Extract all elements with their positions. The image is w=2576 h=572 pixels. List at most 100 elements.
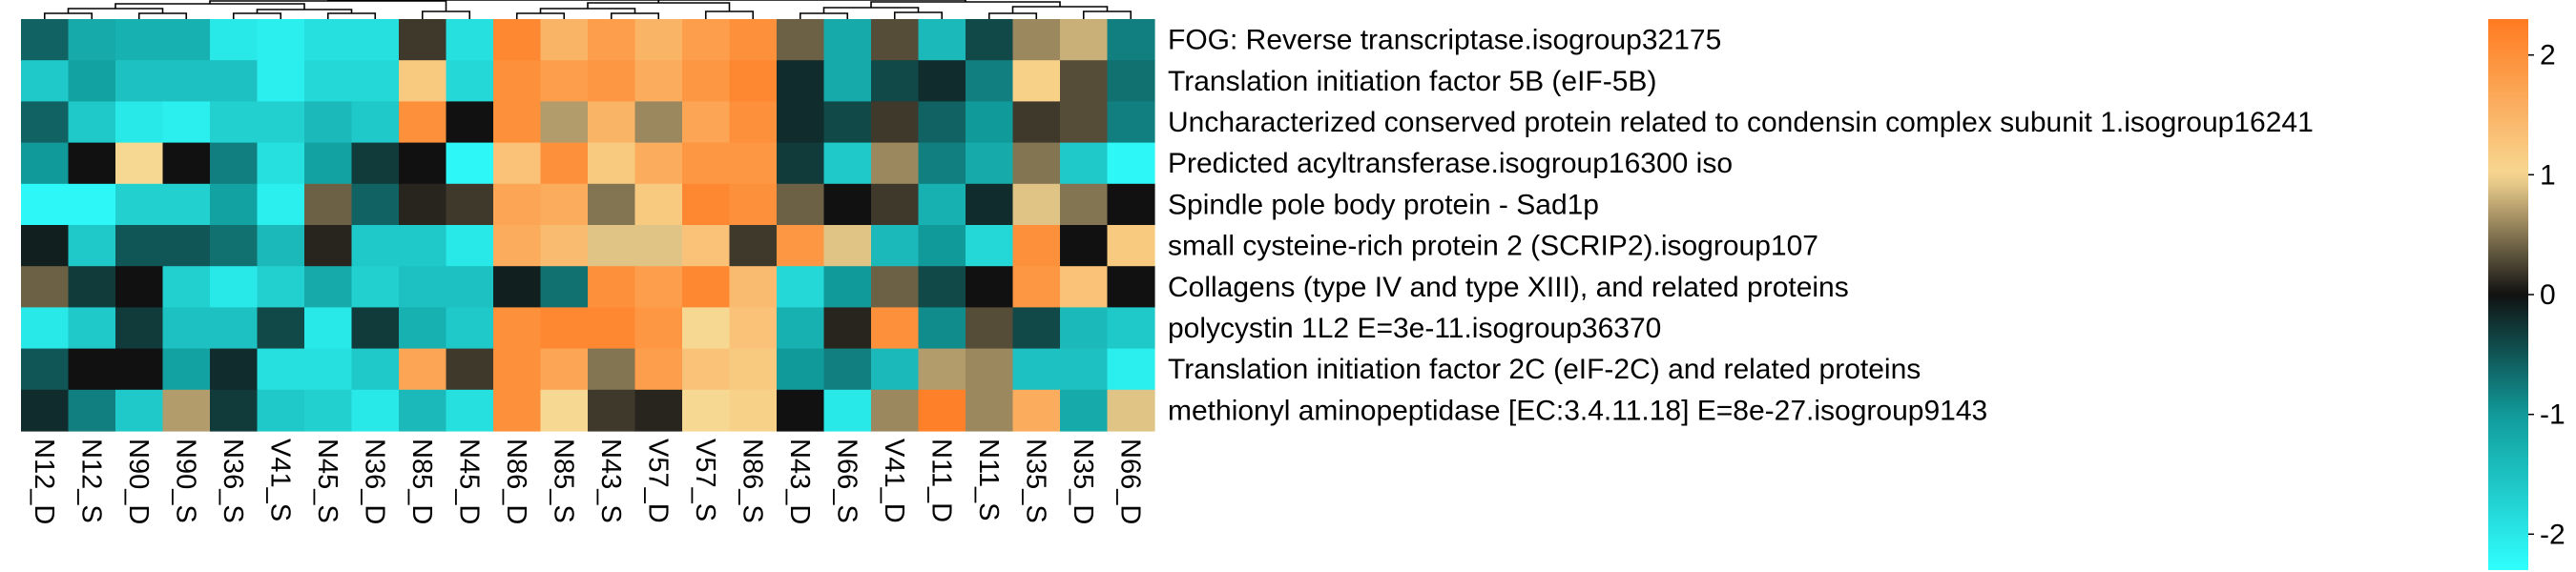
heatmap-cell <box>1060 183 1109 226</box>
column-label: N43_D <box>784 439 815 524</box>
heatmap-cell <box>729 142 778 185</box>
heatmap-cell <box>446 307 494 350</box>
heatmap-cell <box>682 307 731 350</box>
heatmap-cell <box>446 101 494 144</box>
heatmap-cell <box>115 307 164 350</box>
heatmap-cells <box>21 19 1155 432</box>
heatmap-cell <box>729 348 778 391</box>
heatmap-cell <box>162 19 211 61</box>
heatmap-cell <box>729 60 778 102</box>
dendrogram-link <box>421 10 471 19</box>
heatmap-cell <box>588 183 636 226</box>
heatmap-cell <box>21 60 70 102</box>
heatmap-cell <box>588 307 636 350</box>
heatmap-cell <box>304 183 353 226</box>
heatmap-cell <box>21 348 70 391</box>
heatmap-cell <box>918 142 966 185</box>
heatmap-cell <box>777 142 825 185</box>
heatmap-cell <box>729 101 778 144</box>
heatmap-cell <box>210 225 259 267</box>
heatmap-cell <box>257 60 305 102</box>
heatmap-cell <box>1107 101 1155 144</box>
heatmap-cell <box>257 307 305 350</box>
heatmap-cell <box>162 266 211 308</box>
heatmap-cell <box>588 225 636 267</box>
heatmap-cell <box>115 389 164 432</box>
heatmap-cell <box>1107 183 1155 226</box>
heatmap-cell <box>21 101 70 144</box>
legend-tick-label: 2 <box>2540 40 2556 72</box>
heatmap-cell <box>115 60 164 102</box>
heatmap-cell <box>351 348 400 391</box>
heatmap-cell <box>966 348 1014 391</box>
heatmap-cell <box>777 101 825 144</box>
heatmap-cell <box>162 348 211 391</box>
heatmap-cell <box>21 225 70 267</box>
heatmap-cell <box>682 389 731 432</box>
heatmap-cell <box>162 183 211 226</box>
column-label: N90_D <box>123 439 154 524</box>
heatmap-cell <box>823 225 872 267</box>
dendrogram-link <box>137 12 188 19</box>
heatmap-cell <box>540 307 589 350</box>
heatmap-cell <box>115 225 164 267</box>
heatmap-cell <box>257 266 305 308</box>
heatmap-cell <box>257 389 305 432</box>
heatmap-cell <box>493 348 542 391</box>
heatmap-cell <box>966 101 1014 144</box>
heatmap-cell <box>777 183 825 226</box>
heatmap-cell <box>257 101 305 144</box>
heatmap-cell <box>493 142 542 185</box>
heatmap-cell <box>918 19 966 61</box>
heatmap-cell <box>399 60 447 102</box>
heatmap-cell <box>588 19 636 61</box>
column-label: N11_S <box>973 439 1004 521</box>
heatmap-cell <box>115 266 164 308</box>
heatmap-cell <box>588 348 636 391</box>
heatmap-cell <box>210 307 259 350</box>
heatmap-cell <box>634 60 683 102</box>
heatmap-cell <box>540 19 589 61</box>
heatmap-cell <box>304 307 353 350</box>
dendrogram-link <box>987 12 1038 19</box>
heatmap-cell <box>493 389 542 432</box>
heatmap-cell <box>918 60 966 102</box>
heatmap-cell <box>777 307 825 350</box>
heatmap-cell <box>540 266 589 308</box>
heatmap-cell <box>257 142 305 185</box>
heatmap-cell <box>162 307 211 350</box>
heatmap-cell <box>966 225 1014 267</box>
dendrogram-link <box>587 2 731 11</box>
heatmap-cell <box>540 101 589 144</box>
column-labels: N12_D N12_S N90_D N90_S N36_S V41_S N45_S N36_D… <box>29 439 1146 524</box>
column-label: N45_D <box>453 439 484 524</box>
column-label: N85_S <box>548 439 578 523</box>
heatmap-cell <box>966 307 1014 350</box>
heatmap-cell <box>162 389 211 432</box>
heatmap-cell <box>399 183 447 226</box>
heatmap-cell <box>729 183 778 226</box>
heatmap-cell <box>918 389 966 432</box>
heatmap-cell <box>68 307 116 350</box>
heatmap-cell <box>918 101 966 144</box>
heatmap-cell <box>682 266 731 308</box>
heatmap-cell <box>634 142 683 185</box>
heatmap-cell <box>823 348 872 391</box>
heatmap-cell <box>823 266 872 308</box>
heatmap-cell <box>304 60 353 102</box>
row-label: small cysteine-rich protein 2 (SCRIP2).i… <box>1168 231 1818 262</box>
heatmap-cell <box>351 307 400 350</box>
heatmap-cell <box>823 101 872 144</box>
heatmap-cell <box>1012 307 1061 350</box>
heatmap-cell <box>257 19 305 61</box>
heatmap-cell <box>304 225 353 267</box>
row-label: FOG: Reverse transcriptase.isogroup32175 <box>1168 25 1721 56</box>
heatmap-cell <box>1012 183 1061 226</box>
heatmap-cell <box>918 348 966 391</box>
heatmap-cell <box>304 101 353 144</box>
heatmap-cell <box>446 183 494 226</box>
heatmap-cell <box>257 183 305 226</box>
heatmap-cell <box>823 60 872 102</box>
heatmap-cell <box>966 142 1014 185</box>
